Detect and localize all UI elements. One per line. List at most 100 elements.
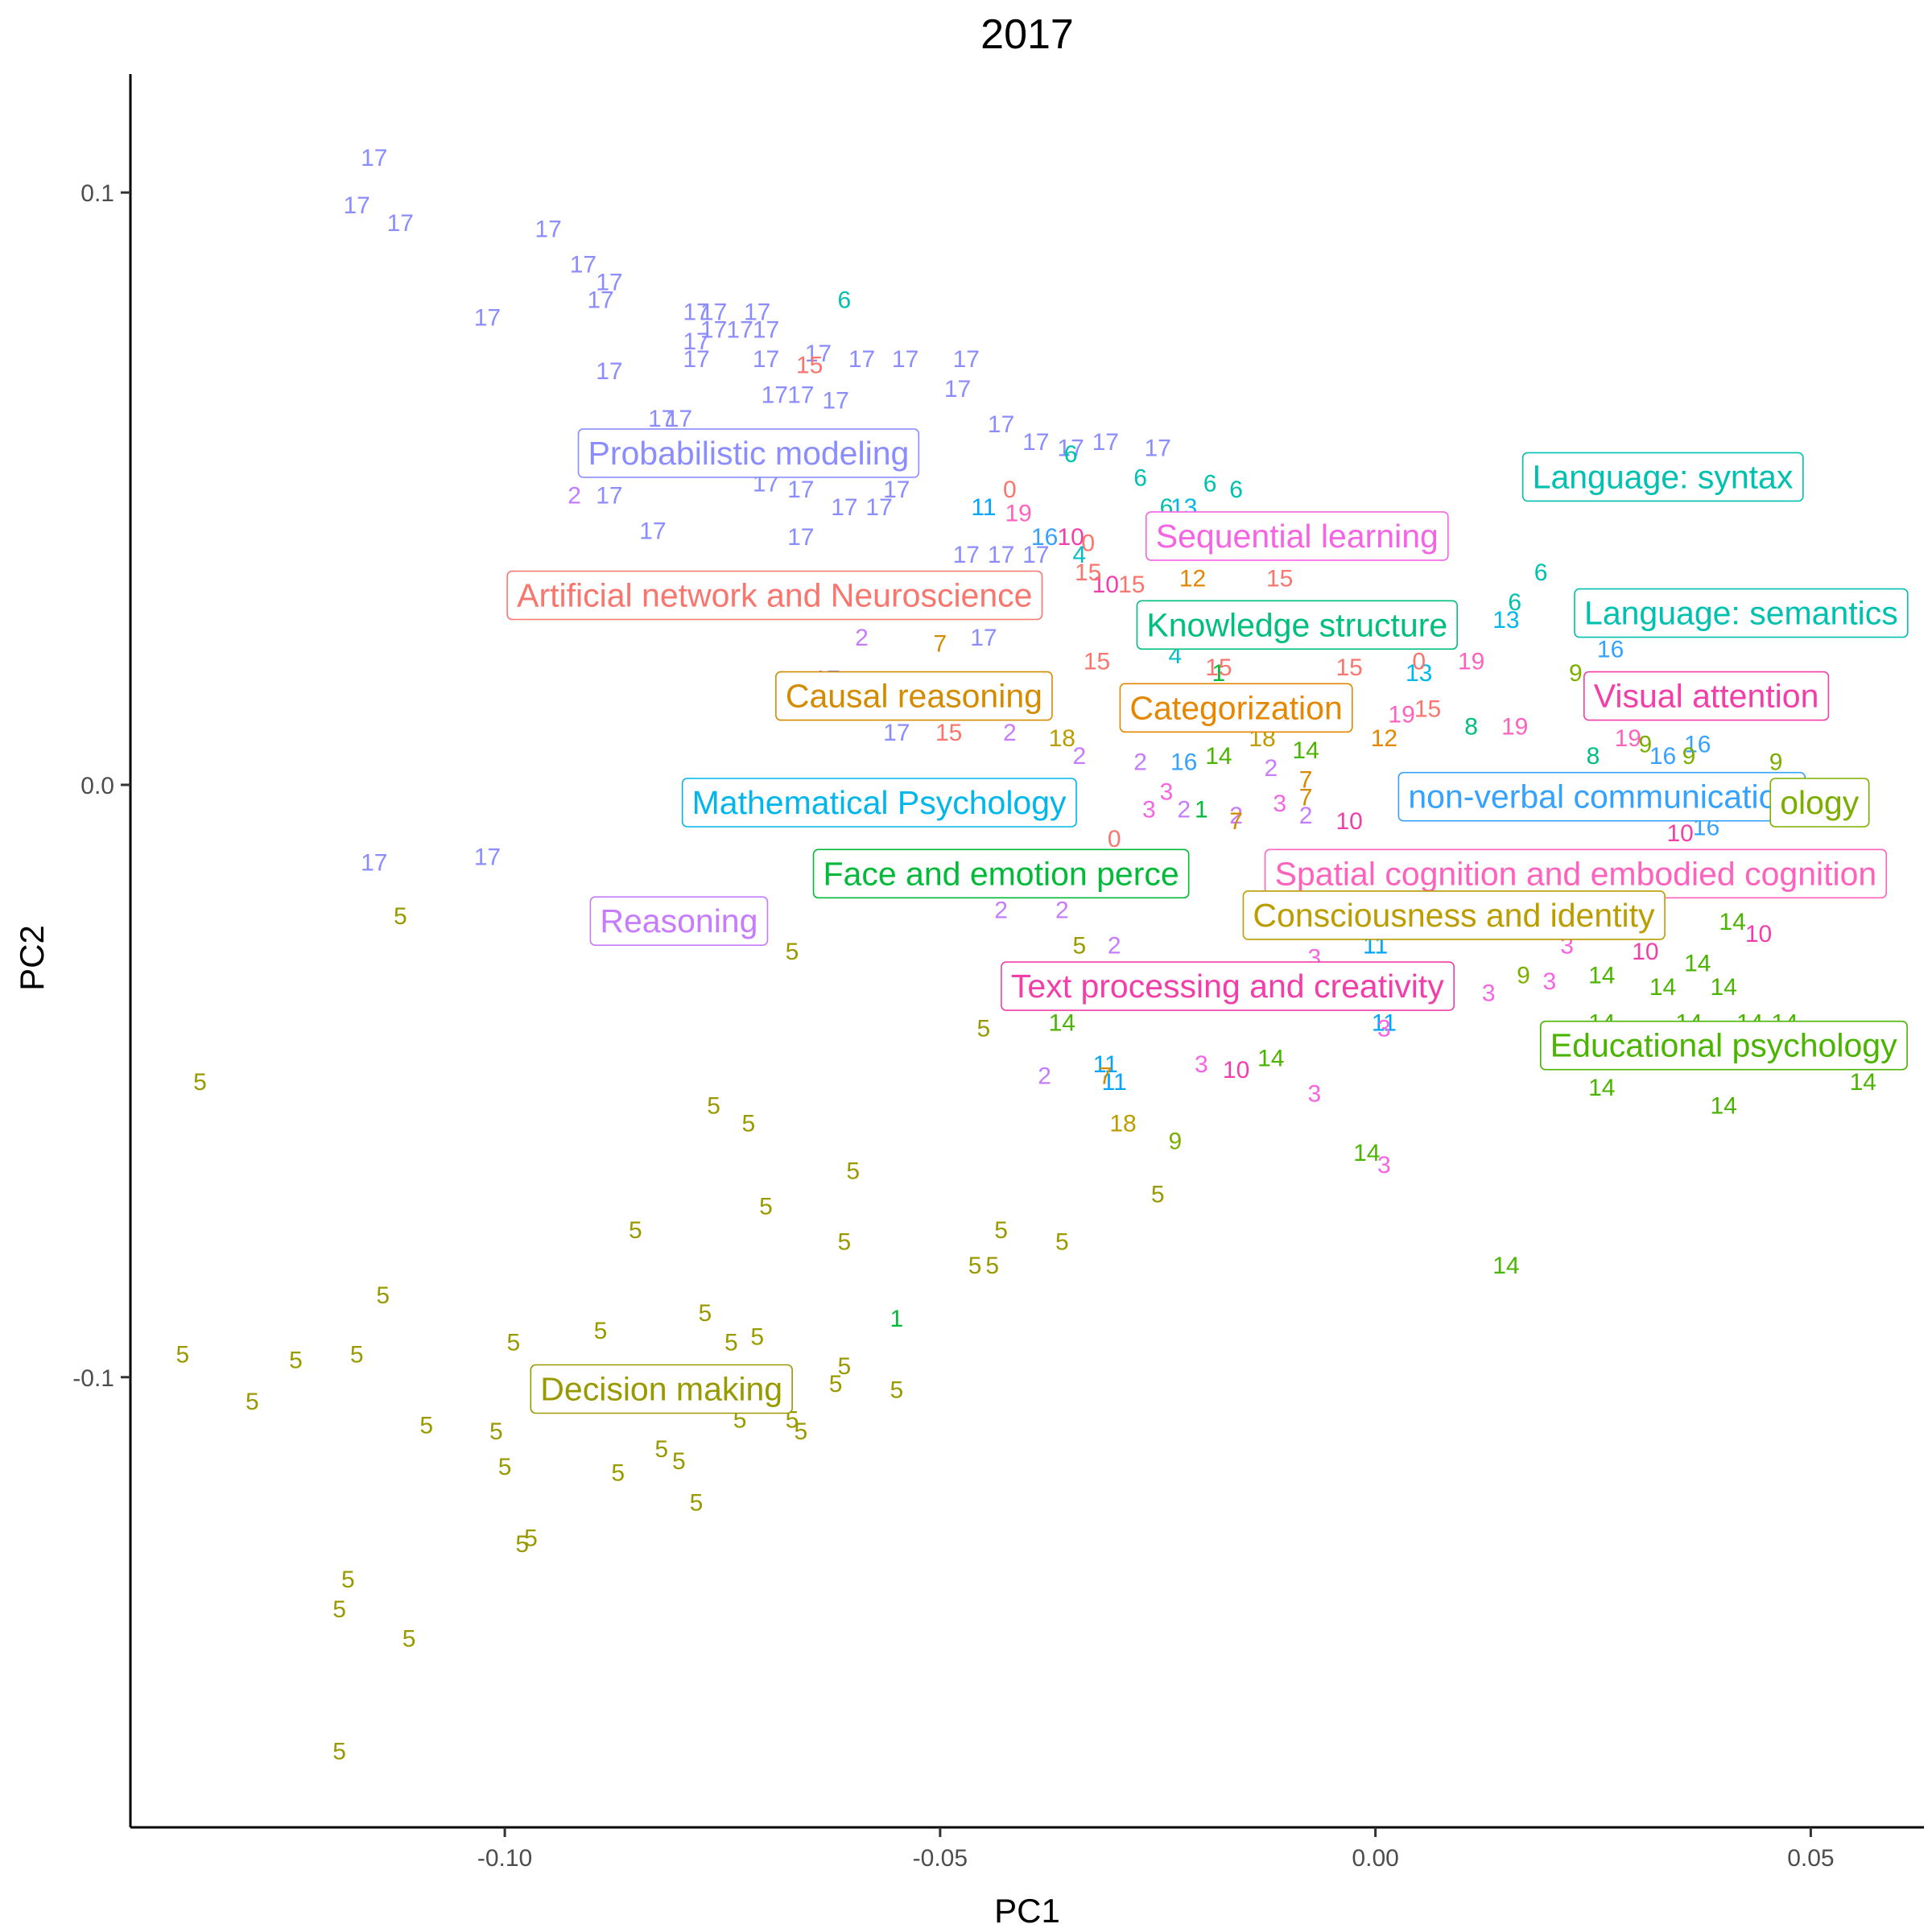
data-point: 5 (794, 1418, 807, 1445)
data-point: 6 (1508, 589, 1521, 616)
data-point: 5 (498, 1454, 512, 1480)
data-point: 5 (759, 1193, 773, 1220)
cluster-label-box (1521, 452, 1804, 502)
data-point: 15 (1205, 654, 1232, 681)
data-point: 6 (1133, 464, 1147, 491)
data-point: 15 (1084, 649, 1110, 675)
data-point: 5 (829, 1371, 843, 1397)
x-tick-label: -0.05 (913, 1845, 968, 1872)
cluster-label-text: Educational psychology (1550, 1027, 1897, 1064)
data-point: 17 (822, 388, 848, 415)
data-point: 12 (1179, 565, 1206, 592)
data-point: 13 (1406, 660, 1432, 687)
data-point: 7 (1099, 1063, 1113, 1090)
data-point: 16 (1649, 743, 1676, 770)
data-point: 17 (787, 524, 814, 551)
data-point: 6 (1229, 477, 1243, 503)
data-point: 19 (1615, 725, 1641, 752)
cluster-label-text: ology (1780, 784, 1860, 821)
data-point: 17 (596, 358, 622, 385)
cluster-label-box (1583, 671, 1830, 721)
cluster-label-box (1001, 961, 1455, 1011)
data-point: 3 (1482, 980, 1496, 1007)
data-point: 10 (1632, 939, 1658, 965)
cluster-label-box (775, 671, 1053, 721)
data-point: 17 (753, 316, 779, 343)
cluster-label: Mathematical Psychology (681, 778, 1077, 828)
cluster-label-text: Mathematical Psychology (692, 784, 1067, 821)
data-point: 5 (611, 1460, 625, 1487)
data-point: 2 (1264, 755, 1278, 782)
data-point: 10 (1223, 1057, 1249, 1084)
x-tick-label: -0.10 (477, 1845, 532, 1872)
data-point: 3 (1273, 791, 1286, 817)
cluster-label: Spatial cognition and embodied cognition (1264, 848, 1888, 899)
cluster-label-text: Face and emotion perce (824, 855, 1179, 892)
data-point: 8 (1587, 743, 1600, 770)
cluster-label: Probabilistic modeling (577, 428, 920, 478)
data-point: 5 (750, 1323, 764, 1350)
data-point: 17 (848, 346, 875, 373)
data-point: 4 (1073, 542, 1087, 568)
data-point: 17 (1022, 542, 1049, 568)
data-point: 2 (1108, 933, 1121, 960)
data-point: 11 (1372, 1009, 1397, 1036)
data-point: 11 (1093, 1051, 1118, 1078)
data-point: 8 (1464, 713, 1478, 740)
data-point: 5 (629, 1217, 642, 1244)
data-point: 19 (1005, 501, 1032, 527)
data-point: 5 (724, 1330, 738, 1356)
cluster-label-text: Categorization (1129, 689, 1342, 726)
data-point: 17 (683, 299, 709, 325)
data-point: 5 (594, 1318, 608, 1344)
data-point: 11 (1102, 1069, 1127, 1096)
data-point: 17 (970, 625, 997, 651)
data-point: 15 (1414, 696, 1441, 722)
cluster-label-text: Text processing and creativity (1011, 968, 1444, 1005)
data-point: 7 (1299, 785, 1313, 811)
data-point: 17 (683, 346, 709, 373)
cluster-label-box (506, 570, 1043, 621)
data-point: 1 (1195, 796, 1208, 823)
data-point: 17 (744, 299, 770, 325)
data-point: 6 (838, 287, 852, 314)
data-point: 7 (1299, 767, 1313, 794)
data-point: 16 (1684, 732, 1711, 758)
data-point: 14 (1588, 962, 1615, 989)
cluster-label: Visual attention (1583, 671, 1830, 721)
data-point: 17 (787, 477, 814, 503)
cluster-label: Sequential learning (1145, 511, 1449, 561)
data-point: 2 (1177, 796, 1191, 823)
data-point: 5 (402, 1626, 416, 1653)
data-point: 9 (1682, 743, 1696, 770)
data-point: 17 (596, 270, 622, 296)
data-point: 3 (1142, 796, 1156, 823)
x-axis-ticks: -0.10 -0.05 0.00 0.05 (477, 1827, 1835, 1872)
data-point: 17 (474, 305, 501, 332)
data-point: 9 (1169, 1129, 1183, 1155)
data-point: 17 (474, 844, 501, 870)
data-point: 5 (838, 1353, 852, 1380)
data-point: 16 (1597, 637, 1624, 663)
data-point: 5 (846, 1158, 860, 1184)
data-point: 14 (1492, 1253, 1519, 1279)
y-axis-title: PC2 (13, 925, 51, 991)
data-point: 2 (1055, 898, 1069, 924)
data-point: 5 (507, 1330, 521, 1356)
data-point: 0 (1003, 477, 1017, 503)
data-point: 5 (489, 1418, 503, 1445)
data-point: 6 (1534, 559, 1548, 586)
data-point: 17 (1145, 436, 1171, 462)
cluster-label-box (1136, 600, 1458, 650)
data-point: 6 (1064, 441, 1078, 468)
data-point: 0 (1412, 649, 1426, 675)
y-tick-label: 0.0 (80, 773, 114, 799)
cluster-label-text: Decision making (540, 1371, 782, 1408)
data-point: 5 (698, 1300, 712, 1327)
data-point: 2 (1229, 803, 1243, 829)
data-point: 17 (700, 299, 727, 325)
data-point: 5 (193, 1069, 207, 1096)
cluster-label-box (530, 1364, 793, 1414)
data-point: 17 (639, 518, 666, 545)
